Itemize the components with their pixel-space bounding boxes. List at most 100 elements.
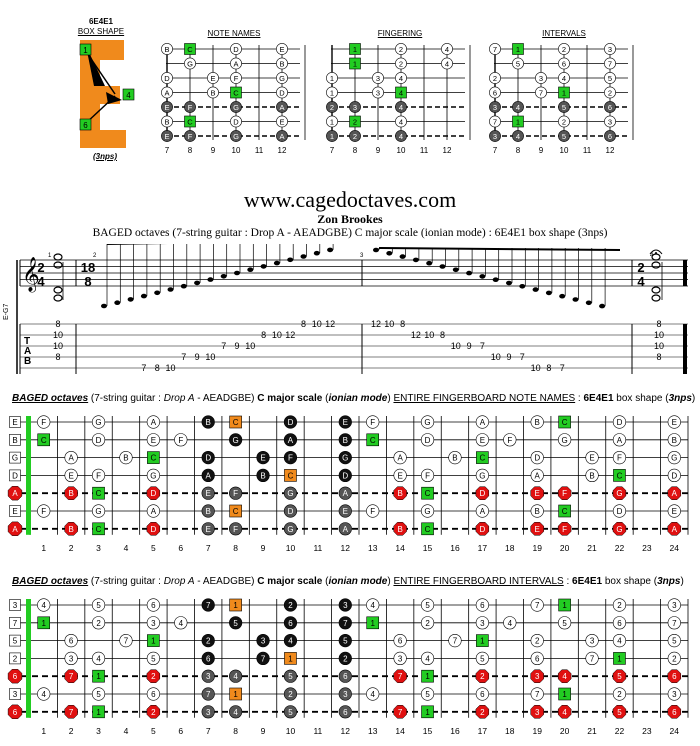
note-dot <box>441 43 453 55</box>
root-marker <box>558 504 571 518</box>
note-label: G <box>233 103 239 112</box>
note-dot <box>420 504 435 518</box>
note-dot <box>420 687 435 701</box>
note-label: G <box>233 436 239 445</box>
note-label: C <box>425 525 431 534</box>
note-dot <box>146 687 160 701</box>
note-head <box>127 297 134 302</box>
note-dot <box>229 616 243 630</box>
root-marker <box>421 522 434 536</box>
note-label: A <box>397 454 403 463</box>
note-dot <box>612 633 627 648</box>
open-string-label: 2 <box>13 654 18 663</box>
box-fret-number: 12 <box>443 146 452 155</box>
note-dot <box>338 669 352 683</box>
note-dot <box>229 522 243 536</box>
note-label: 1 <box>288 654 293 663</box>
note-label: 4 <box>562 74 566 83</box>
bass-note-marker <box>557 486 572 500</box>
note-dot <box>326 130 338 142</box>
note-label: 4 <box>370 601 375 610</box>
note-label: 6 <box>608 103 612 112</box>
fret-number: 12 <box>341 726 351 736</box>
note-label: 7 <box>672 619 677 628</box>
svg-text:4: 4 <box>126 91 131 100</box>
note-head <box>300 254 307 259</box>
whole-note <box>651 294 661 302</box>
note-label: 1 <box>562 601 567 610</box>
tab-number: 9 <box>195 352 200 362</box>
note-head <box>519 284 526 289</box>
root-square <box>184 43 196 55</box>
note-dot <box>585 468 599 483</box>
open-string-label: 6 <box>13 672 18 681</box>
note-label: 4 <box>562 708 567 717</box>
note-label: B <box>397 525 402 534</box>
note-dot <box>349 101 361 113</box>
root-marker <box>37 433 51 447</box>
note-label: G <box>287 489 293 498</box>
note-dot <box>326 86 338 99</box>
note-dot <box>441 57 453 70</box>
note-label: B <box>210 88 215 97</box>
note-dot <box>420 616 435 630</box>
fret-number: 8 <box>233 726 238 736</box>
fret-number: 4 <box>124 543 129 553</box>
tab-number: 12 <box>371 319 381 329</box>
bass-note-marker <box>530 486 544 500</box>
measure-number: 2 <box>93 253 97 259</box>
note-dot <box>146 433 160 447</box>
note-label: E <box>589 454 594 463</box>
note-dot <box>667 450 681 465</box>
note-dot <box>146 415 160 429</box>
bass-note-marker <box>475 669 490 683</box>
note-dot <box>604 57 616 70</box>
note-label: 4 <box>41 690 46 699</box>
open-string-marker <box>9 505 21 517</box>
root-marker <box>37 616 51 630</box>
note-label: 4 <box>516 132 520 141</box>
root-marker <box>613 652 626 665</box>
note-head <box>492 277 499 282</box>
fret-number: 11 <box>313 543 322 553</box>
fret-number: 5 <box>151 543 156 553</box>
fret-number: 5 <box>151 726 156 736</box>
time-signature: 18 <box>81 260 95 275</box>
note-label: D <box>150 489 156 498</box>
note-dot <box>201 522 215 536</box>
note-label: G <box>616 489 622 498</box>
root-square <box>349 43 361 55</box>
site-title[interactable]: www.cagedoctaves.com <box>243 187 457 212</box>
note-label: 7 <box>398 708 403 717</box>
note-dot <box>230 57 242 70</box>
fret-number: 7 <box>206 543 211 553</box>
open-string-label: B <box>12 436 17 445</box>
note-label: 4 <box>399 117 403 126</box>
note-dot <box>161 72 173 84</box>
note-dot <box>91 468 106 483</box>
bass-note-marker <box>667 486 682 500</box>
note-dot <box>604 43 616 55</box>
note-dot <box>230 130 242 142</box>
fret-number: 19 <box>532 726 542 736</box>
note-dot <box>230 72 242 84</box>
whole-note <box>53 261 63 269</box>
note-label: F <box>96 471 101 480</box>
note-label: 5 <box>288 672 293 681</box>
tab-number: 10 <box>531 363 541 373</box>
note-dot <box>146 468 160 483</box>
tab-letter: A <box>24 346 31 357</box>
note-label: 3 <box>608 45 612 54</box>
note-dot <box>530 415 544 429</box>
note-label: 2 <box>480 672 485 681</box>
note-head <box>412 257 419 263</box>
note-dot <box>37 415 51 429</box>
note-dot <box>667 504 681 518</box>
note-label: D <box>233 117 239 126</box>
note-dot <box>558 101 570 113</box>
box-fret-number: 7 <box>165 146 170 155</box>
shape-nps-note: (3nps) <box>93 152 117 161</box>
note-head <box>572 297 579 302</box>
note-label: A <box>343 525 349 534</box>
fret-number: 16 <box>450 726 460 736</box>
